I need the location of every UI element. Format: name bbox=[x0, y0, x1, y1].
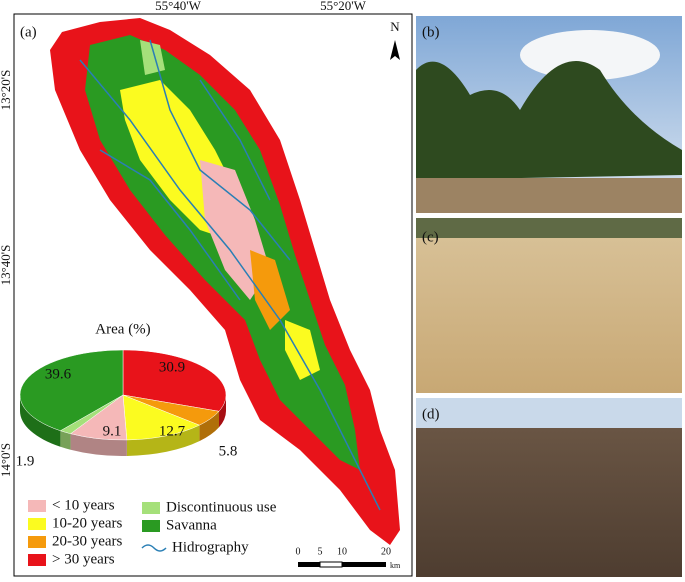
panel-label: (c) bbox=[422, 229, 439, 245]
legend-swatch bbox=[28, 554, 46, 566]
value-label: 5.8 bbox=[219, 443, 238, 459]
scale-label: 20 bbox=[381, 546, 391, 557]
scale-label: 5 bbox=[318, 546, 323, 557]
hydrography-symbol bbox=[141, 544, 167, 552]
legend-label: < 10 years bbox=[52, 497, 115, 513]
legend-swatch bbox=[142, 520, 160, 532]
legend-label: 10-20 years bbox=[52, 515, 123, 531]
legend-swatch bbox=[142, 502, 160, 514]
pie: 30.9 5.8 12.7 9.1 1.9 39.6 bbox=[16, 349, 238, 469]
coordinate-label: 13°40'S bbox=[0, 245, 13, 286]
legend-label: > 30 years bbox=[52, 551, 115, 567]
north-arrow bbox=[390, 40, 400, 60]
legend: > 30 years 20-30 years 10-20 years < 10 yea… bbox=[28, 497, 277, 567]
legend-label: Hidrography bbox=[172, 539, 249, 555]
coordinate-label: 55°40'W bbox=[155, 0, 202, 13]
value-label: 30.9 bbox=[159, 359, 185, 375]
coordinate-label: 13°20'S bbox=[0, 70, 13, 111]
pie-slice bbox=[19, 349, 124, 432]
scale-bar bbox=[298, 561, 386, 568]
north-label: N bbox=[390, 19, 400, 34]
value-label: 9.1 bbox=[103, 423, 122, 439]
pie-side bbox=[219, 395, 226, 428]
pie-side bbox=[60, 430, 71, 450]
scale-unit: km bbox=[390, 561, 401, 570]
scale-label: 10 bbox=[337, 546, 347, 557]
photo-c bbox=[416, 218, 682, 393]
pie-title: Area (%) bbox=[95, 321, 150, 337]
pie-side bbox=[20, 395, 61, 447]
photo-d bbox=[416, 398, 682, 577]
value-label: 1.9 bbox=[16, 453, 35, 469]
map bbox=[50, 18, 400, 545]
legend-swatch bbox=[28, 500, 46, 512]
value-label: 12.7 bbox=[159, 423, 186, 439]
photo-b bbox=[416, 16, 682, 213]
pie-slice bbox=[122, 349, 227, 412]
pie-side bbox=[199, 411, 220, 442]
legend-label: Discontinuous use bbox=[166, 499, 277, 515]
panel-label: (b) bbox=[422, 24, 440, 40]
coordinate-label: 14°0'S bbox=[0, 443, 13, 477]
scale-label: 0 bbox=[296, 546, 301, 557]
coordinate-label: 55°20'W bbox=[320, 0, 367, 13]
pie-side bbox=[70, 433, 127, 456]
pie-side bbox=[126, 425, 200, 456]
panel-label: (d) bbox=[422, 406, 440, 422]
panel-label: (a) bbox=[20, 24, 37, 40]
legend-swatch bbox=[28, 536, 46, 548]
legend-label: Savanna bbox=[166, 517, 217, 533]
value-label: 39.6 bbox=[45, 366, 72, 382]
pie-slice bbox=[122, 394, 201, 441]
legend-label: 20-30 years bbox=[52, 533, 123, 549]
legend-swatch bbox=[28, 518, 46, 530]
